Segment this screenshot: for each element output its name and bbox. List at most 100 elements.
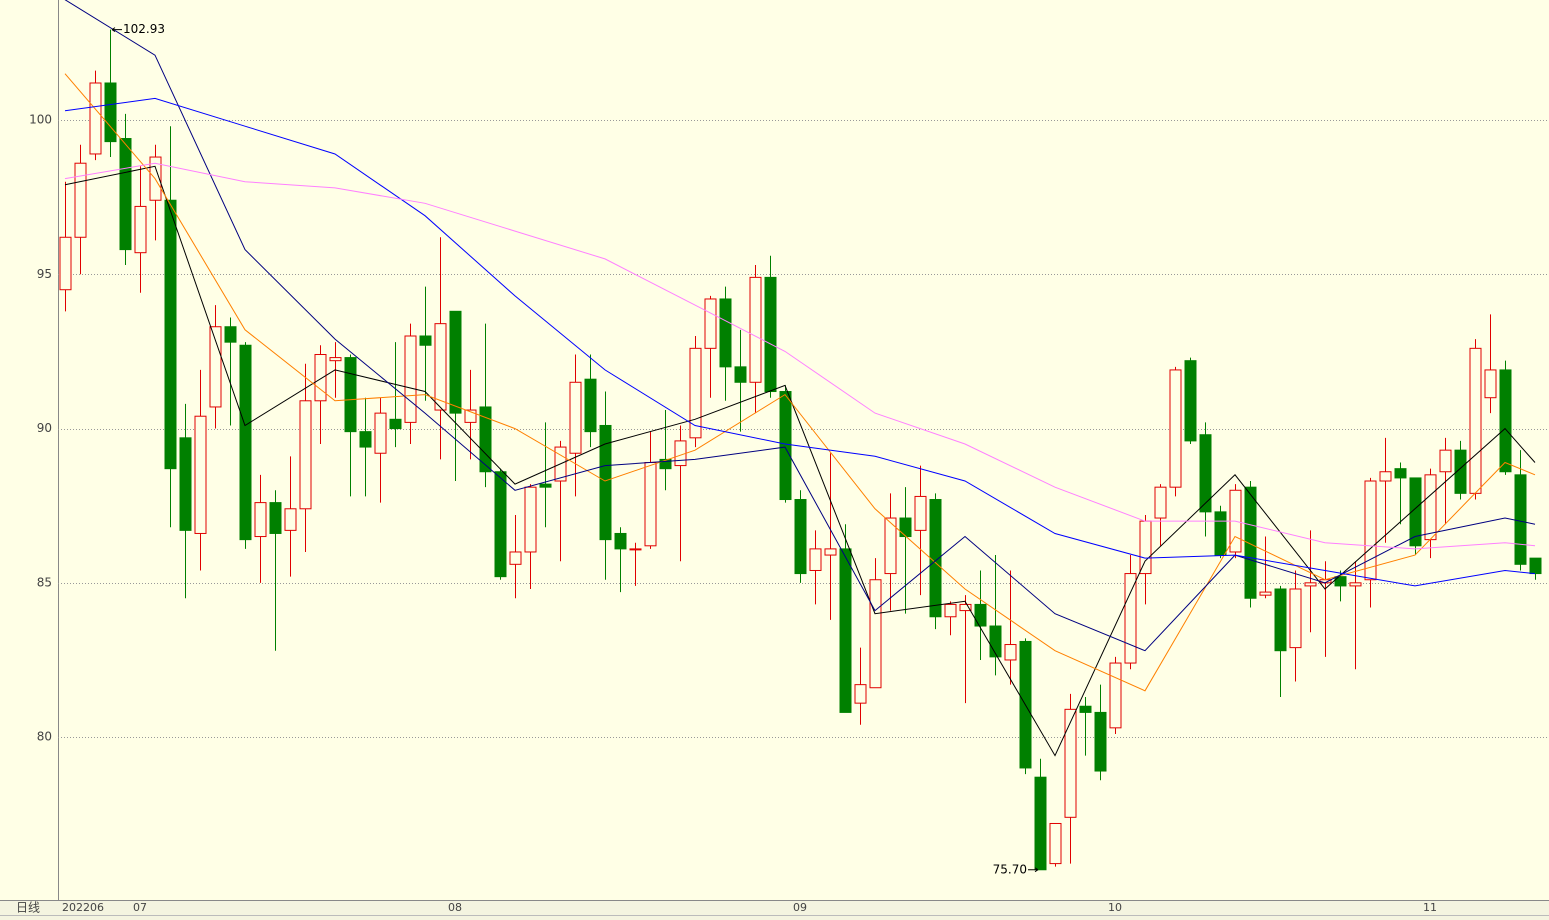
candle-body xyxy=(269,502,282,534)
candle-body xyxy=(404,335,417,423)
candle-body xyxy=(539,483,552,488)
candle-body xyxy=(1199,434,1212,513)
x-tick-label: 202206 xyxy=(62,901,104,914)
candle-body xyxy=(839,548,852,713)
x-tick-label: 08 xyxy=(448,901,462,914)
candle-body xyxy=(1484,369,1497,399)
candle-body xyxy=(869,579,882,689)
y-tick-label: 95 xyxy=(37,267,52,281)
candle-body xyxy=(284,508,297,531)
candle-body xyxy=(449,310,462,414)
candle-body xyxy=(719,298,732,368)
candle-body xyxy=(644,461,657,547)
candle-body xyxy=(1439,449,1452,473)
candle-body xyxy=(1454,449,1467,494)
candle-body xyxy=(824,548,837,556)
candle-body xyxy=(1244,486,1257,599)
candle-body xyxy=(1139,520,1152,575)
candle-body xyxy=(464,409,477,423)
candle-body xyxy=(1094,711,1107,772)
candle-body xyxy=(1499,369,1512,473)
annotation-arrow xyxy=(111,27,122,33)
candle-body xyxy=(1379,471,1392,482)
candle-body xyxy=(74,162,87,238)
candle-body xyxy=(1214,511,1227,556)
candle-body xyxy=(1394,468,1407,479)
candle-body xyxy=(659,458,672,470)
y-tick-label: 100 xyxy=(29,113,52,127)
candle-body xyxy=(374,412,387,454)
candle-body xyxy=(689,347,702,439)
candle-body xyxy=(1304,582,1317,587)
annotation: 102.93 xyxy=(123,22,165,36)
candle-body xyxy=(1469,347,1482,494)
candle-body xyxy=(599,424,612,541)
x-tick-label: 11 xyxy=(1423,901,1437,914)
annotation-arrow xyxy=(1028,867,1039,873)
moving-average-line xyxy=(64,162,1536,550)
candle-body xyxy=(224,326,237,343)
candle-body xyxy=(194,415,207,534)
x-tick-label: 10 xyxy=(1108,901,1122,914)
candle-body xyxy=(1169,369,1182,488)
candle-body xyxy=(344,357,357,433)
candle-body xyxy=(254,502,267,538)
candle-body xyxy=(1064,708,1077,818)
candle-body xyxy=(884,517,897,575)
candle-body xyxy=(944,603,957,618)
candle-body xyxy=(1034,776,1047,871)
candle-body xyxy=(1289,588,1302,649)
candle-body xyxy=(119,138,132,251)
candle-body xyxy=(104,82,117,143)
candle-body xyxy=(89,82,102,155)
candle-body xyxy=(239,344,252,541)
candle-body xyxy=(914,495,927,531)
candle-body xyxy=(509,551,522,565)
candle-body xyxy=(494,471,507,578)
candle-body xyxy=(1349,582,1362,587)
candle-body xyxy=(569,381,582,454)
candle-body xyxy=(164,199,177,470)
candle-body xyxy=(1364,480,1377,581)
candle-body xyxy=(59,236,72,291)
period-label: 日线 xyxy=(16,901,40,915)
y-tick-label: 85 xyxy=(37,575,52,589)
candle-body xyxy=(1259,591,1272,596)
candle-body xyxy=(434,323,447,411)
candle-body xyxy=(854,684,867,704)
candle-body xyxy=(1514,474,1527,565)
candle-body xyxy=(359,431,372,448)
candle-body xyxy=(1109,662,1122,729)
annotation: 75.70 xyxy=(993,862,1027,876)
candle-body xyxy=(329,357,342,362)
candle-body xyxy=(959,603,972,612)
candle-body xyxy=(1334,576,1347,587)
candle-body xyxy=(1124,573,1137,664)
candle-body xyxy=(989,625,1002,658)
candle-body xyxy=(1529,557,1542,575)
candle-body xyxy=(899,517,912,538)
candle-body xyxy=(479,406,492,473)
candle-body xyxy=(779,391,792,501)
candle-body xyxy=(299,400,312,510)
candle-body xyxy=(134,205,147,254)
candle-body xyxy=(314,354,327,402)
y-tick-label: 80 xyxy=(37,730,52,744)
candle-body xyxy=(389,418,402,430)
candle-body xyxy=(974,603,987,627)
candle-body xyxy=(179,437,192,531)
candle-body xyxy=(1154,486,1167,519)
x-tick-label: 07 xyxy=(133,901,147,914)
candle-body xyxy=(209,326,222,408)
candle-body xyxy=(524,486,537,553)
candle-body xyxy=(1184,360,1197,442)
candle-body xyxy=(764,276,777,393)
candle-body xyxy=(734,366,747,383)
candle-body xyxy=(1409,477,1422,547)
candle-body xyxy=(1424,474,1437,541)
x-axis-strip xyxy=(0,900,1549,920)
candle-body xyxy=(749,276,762,383)
candle-body xyxy=(419,335,432,346)
candle-body xyxy=(674,440,687,467)
